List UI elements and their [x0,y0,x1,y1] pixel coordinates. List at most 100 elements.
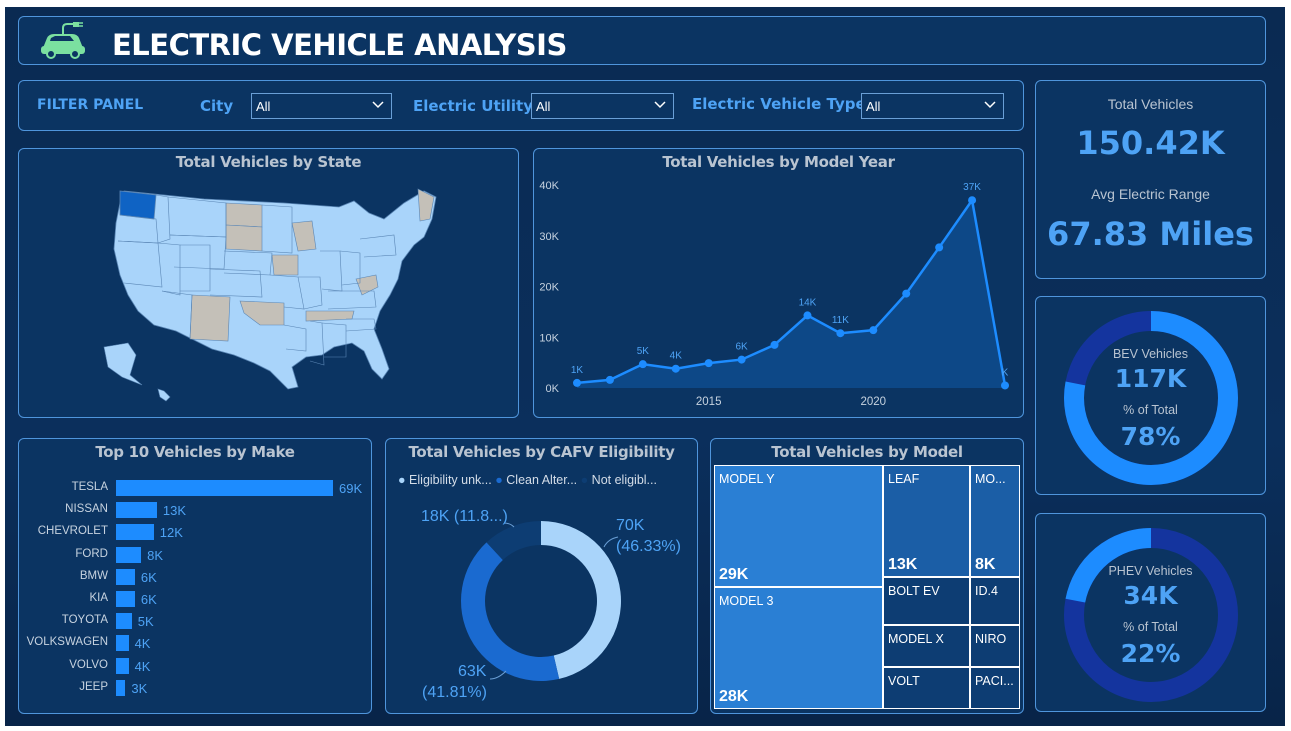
area-fill [577,200,1005,388]
bar-value-label: 5K [137,614,154,630]
ev-type-dropdown[interactable]: All [861,93,1004,119]
map-state-iowa[interactable] [271,254,299,276]
treemap-tile-model-x[interactable]: MODEL X [883,625,970,667]
map-state-wisconsin[interactable] [291,220,317,252]
data-point[interactable] [836,329,845,338]
cafv-panel: Total Vehicles by CAFV Eligibility ● Eli… [385,438,698,714]
total-vehicles-label: Total Vehicles [1107,96,1194,112]
map-state-washington[interactable] [119,190,157,220]
treemap-tile-id4[interactable]: ID.4 [970,577,1020,625]
dashboard-title: ELECTRIC VEHICLE ANALYSIS [112,28,567,62]
bar[interactable] [116,502,157,519]
map-state-tennessee[interactable] [305,310,355,322]
map-state-borders [117,194,397,366]
tile-label: VOLT [888,674,920,688]
data-point[interactable] [704,359,713,368]
city-dropdown[interactable]: All [251,93,392,119]
phev-ring-fill [1064,528,1238,702]
map-state-hawaii[interactable] [157,388,171,402]
bar[interactable] [116,591,135,607]
data-point[interactable] [638,360,647,369]
model-treemap-title: Total Vehicles by Model [771,443,963,461]
make-bar-chart[interactable]: TESLA 69K NISSAN 13K CHEVROLET 12K FORD 8K BMW 6K… [19,439,371,713]
donut-slice[interactable] [541,521,621,679]
treemap-tile-bolt-ev[interactable]: BOLT EV [883,577,970,625]
data-label: 1K [571,365,584,376]
data-point[interactable] [935,243,944,252]
bar[interactable] [116,546,142,563]
bev-card: BEV Vehicles 117K % of Total 78% [1035,296,1266,495]
chevron-down-icon [984,101,996,109]
model-year-chart[interactable]: 0K 10K 20K 30K 40K 2015 2020 1K 5K 4K 6K 14K 11K 37K K [534,149,1022,417]
treemap-tile-volt[interactable]: VOLT [883,667,970,709]
legend-item-clean-alternative[interactable]: Clean Alter... [506,473,578,487]
cafv-label-unknown-pct: (46.33%) [616,538,681,555]
bar[interactable] [116,613,132,630]
treemap-tile-leaf[interactable]: LEAF 13K [883,465,970,577]
legend-dot-icon: ● [398,473,406,487]
data-point[interactable] [605,375,614,384]
data-point[interactable] [1001,381,1009,390]
y-tick-label: 40K [539,180,559,192]
map-state-alaska[interactable] [103,342,143,386]
bar-value-label: 13K [162,503,187,519]
treemap-tile-model-3[interactable]: MODEL 3 28K [714,587,883,709]
legend-item-eligibility-unknown[interactable]: Eligibility unk... [409,473,492,487]
bar-category-label: VOLVO [69,658,108,671]
phev-label: PHEV Vehicles [1108,564,1193,578]
treemap-tile-model-y[interactable]: MODEL Y 29K [714,465,883,587]
tile-value: 29K [719,566,749,583]
data-point[interactable] [737,355,746,364]
map-state-oklahoma[interactable] [239,300,285,326]
cafv-donut[interactable] [386,439,697,713]
tile-label: PACI... [975,674,1014,688]
bar-category-label: FORD [75,547,108,560]
car-plug-icon [41,22,85,59]
map-state-new-mexico[interactable] [189,294,231,342]
cafv-title: Total Vehicles by CAFV Eligibility [408,443,675,461]
y-tick-label: 10K [539,332,559,344]
donut-slice[interactable] [461,542,560,681]
state-map-title: Total Vehicles by State [175,153,362,171]
bev-value: 117K [1114,364,1187,393]
data-point[interactable] [869,326,878,335]
donut-slice[interactable] [486,521,541,560]
legend-item-not-eligible[interactable]: Not eligibl... [591,473,657,487]
map-state-west-virginia[interactable] [355,274,379,296]
bar[interactable] [116,480,333,496]
map-state-north-dakota[interactable] [225,202,263,228]
electric-utility-dropdown[interactable]: All [531,93,674,119]
phev-ring [1064,528,1238,702]
bar[interactable] [116,635,129,652]
phev-pct-value: 22% [1120,639,1181,668]
utility-dropdown-value: All [536,99,551,114]
bar[interactable] [116,524,154,541]
map-state-maine[interactable] [417,188,435,222]
bar[interactable] [116,679,126,696]
data-label: 37K [963,182,981,193]
avg-range-value: 67.83 Miles [1047,215,1254,253]
data-point[interactable] [968,196,977,205]
data-point[interactable] [671,364,680,373]
data-point[interactable] [573,378,581,387]
data-point[interactable] [902,289,911,298]
tile-value: 13K [888,556,918,573]
data-point[interactable] [770,340,779,349]
bar-category-label: KIA [89,592,108,604]
bar-value-label: 8K [147,547,164,563]
us-map[interactable] [84,179,464,414]
bar-category-label: VOLKSWAGEN [26,636,108,649]
data-label: 4K [670,351,683,362]
treemap-tile-paci[interactable]: PACI... [970,667,1020,709]
treemap-tile-mo[interactable]: MO... 8K [970,465,1020,577]
tile-label: NIRO [975,632,1007,646]
chevron-down-icon [654,101,666,109]
bar[interactable] [116,657,129,674]
make-bar-panel: Top 10 Vehicles by Make TESLA 69K NISSAN 13… [18,438,372,714]
treemap-tile-niro[interactable]: NIRO [970,625,1020,667]
legend-dot-icon: ● [495,473,503,487]
map-state-south-dakota[interactable] [225,224,263,252]
bar[interactable] [116,568,135,585]
data-point[interactable] [803,311,812,320]
tile-label: MO... [975,472,1006,486]
